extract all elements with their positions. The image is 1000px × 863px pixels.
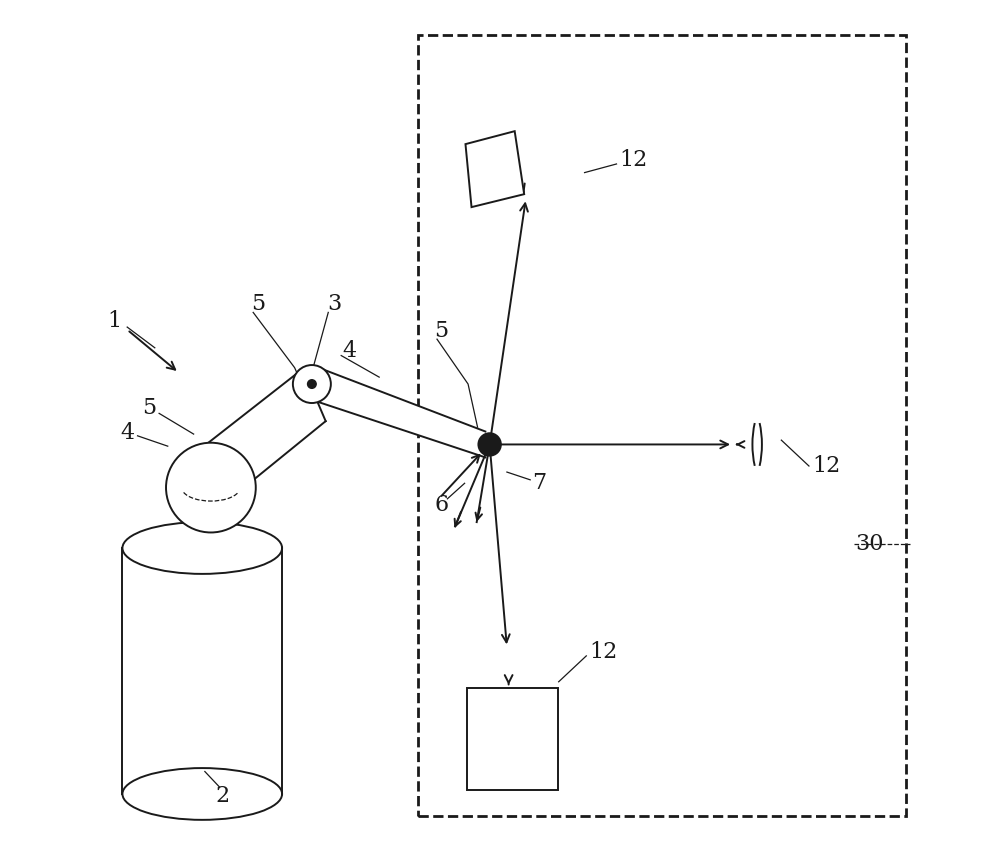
Polygon shape (316, 367, 485, 457)
Text: 6: 6 (434, 494, 448, 516)
Text: 12: 12 (620, 148, 648, 171)
Text: 1: 1 (107, 310, 121, 332)
Circle shape (478, 433, 501, 456)
Text: 2: 2 (215, 784, 229, 807)
Polygon shape (465, 131, 524, 207)
Text: 4: 4 (342, 340, 356, 362)
Bar (467, 688, 558, 790)
Circle shape (308, 380, 316, 388)
Text: 5: 5 (434, 319, 448, 342)
Circle shape (166, 443, 256, 532)
Circle shape (293, 365, 331, 403)
Text: 5: 5 (142, 397, 156, 419)
Text: 12: 12 (812, 455, 840, 477)
Text: 4: 4 (120, 422, 134, 444)
Polygon shape (196, 369, 326, 507)
Text: 5: 5 (251, 293, 265, 315)
Text: 30: 30 (855, 532, 884, 555)
Text: 3: 3 (327, 293, 341, 315)
Text: 7: 7 (532, 472, 546, 494)
Ellipse shape (122, 522, 282, 574)
Text: 12: 12 (589, 640, 618, 663)
